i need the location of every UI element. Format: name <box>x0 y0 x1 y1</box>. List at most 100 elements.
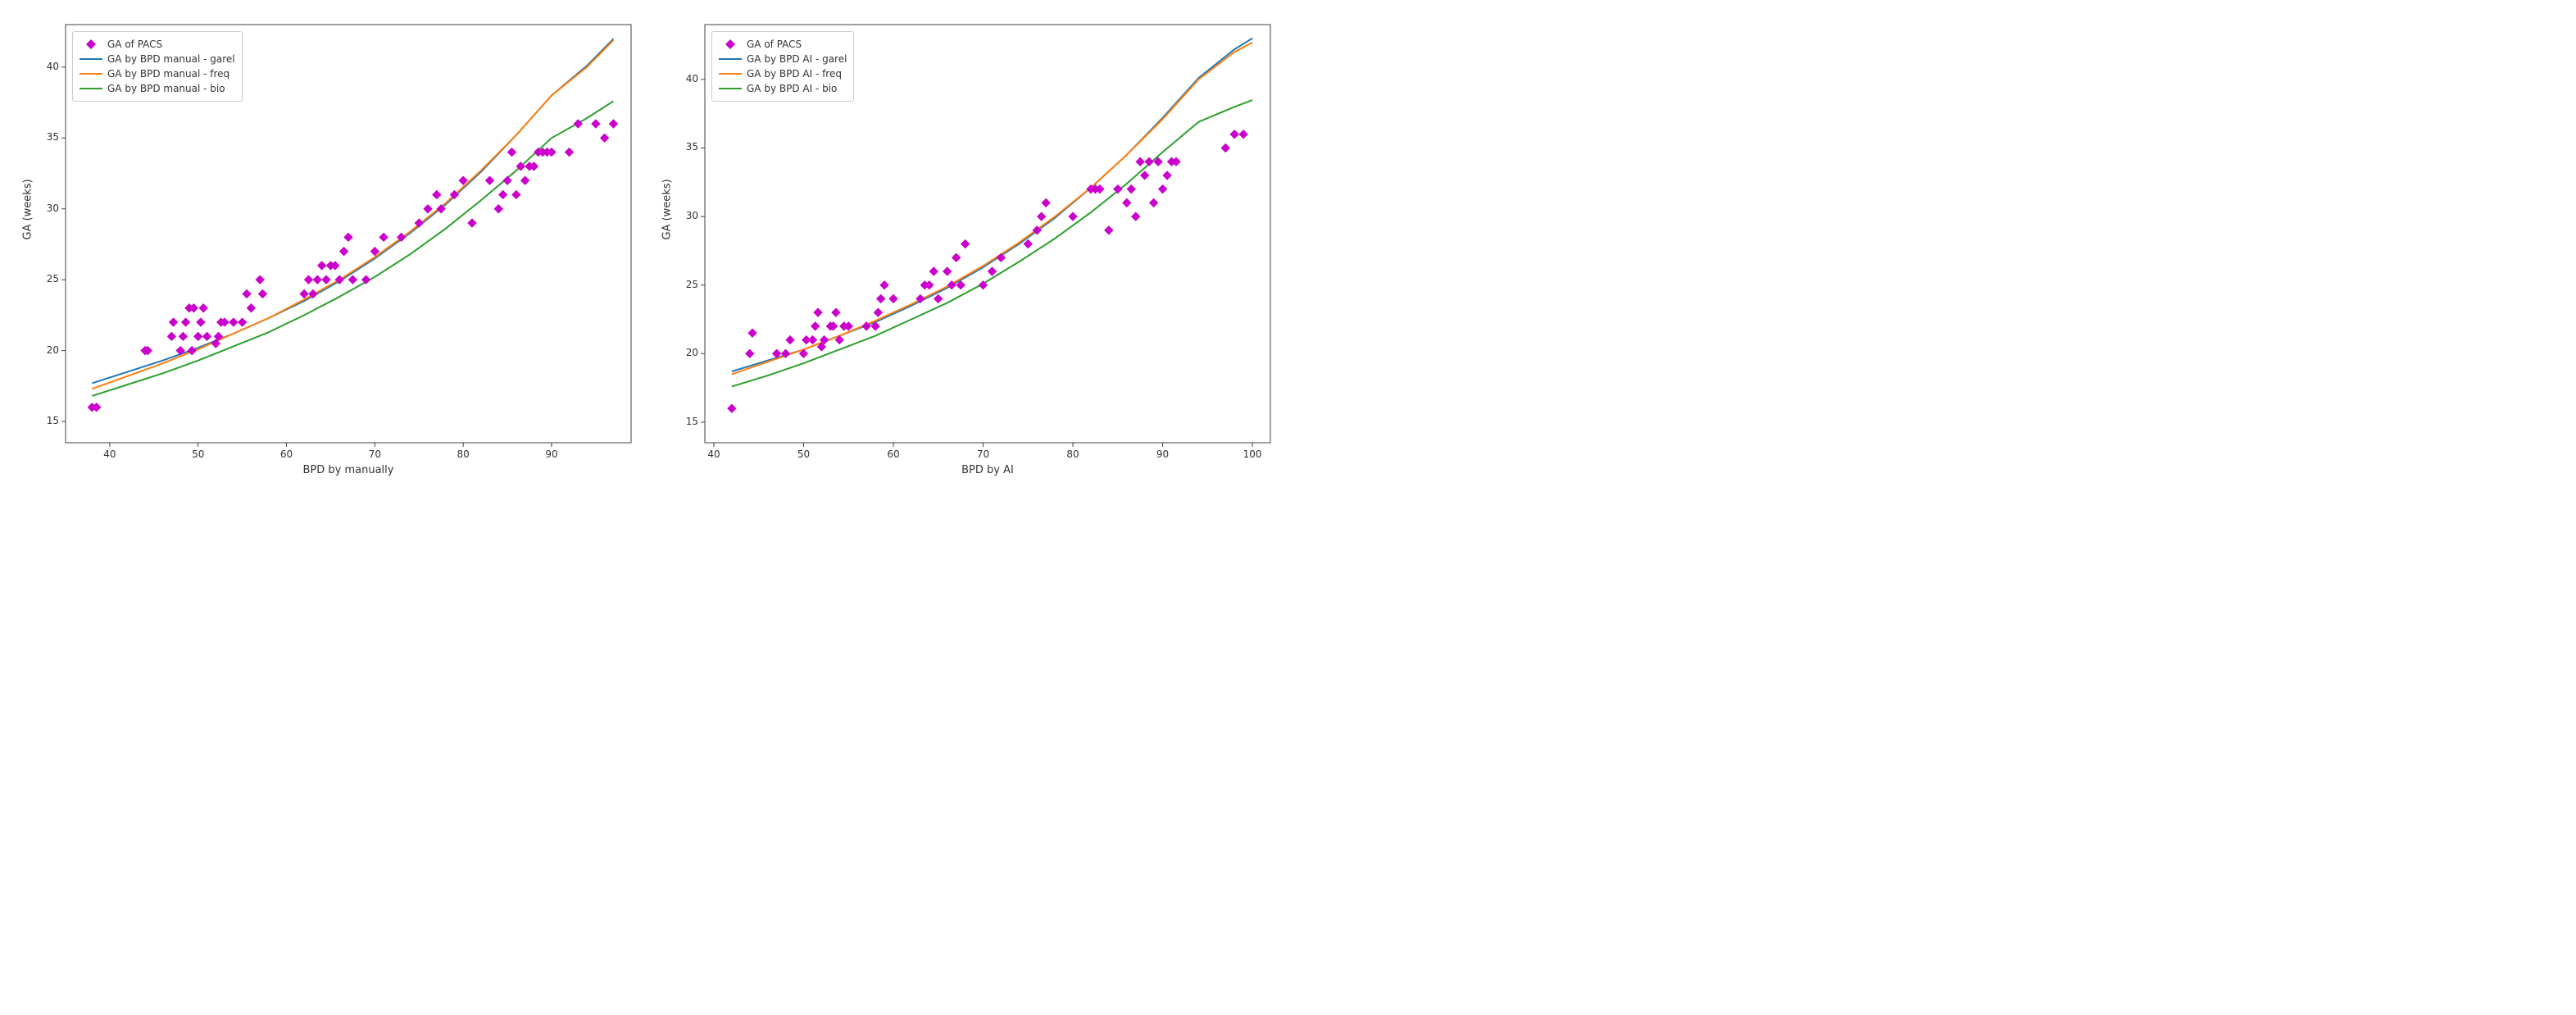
scatter-point <box>592 120 600 128</box>
x-tick-label: 70 <box>974 448 993 460</box>
scatter-point <box>1024 240 1032 248</box>
scatter-point <box>167 332 175 340</box>
y-tick-label: 35 <box>36 131 59 143</box>
scatter-point <box>1145 157 1153 166</box>
scatter-point <box>424 205 432 213</box>
scatter-point <box>379 233 388 241</box>
scatter-point <box>1114 185 1122 193</box>
scatter-point <box>486 176 494 184</box>
scatter-point <box>521 176 529 184</box>
scatter-point <box>203 332 211 340</box>
y-axis-label: GA (weeks) <box>22 224 34 240</box>
x-tick-label: 80 <box>453 448 473 460</box>
legend-item: GA of PACS <box>719 37 847 52</box>
scatter-point <box>258 289 266 298</box>
y-tick-label: 25 <box>36 273 59 284</box>
axes-right: 405060708090100152025303540BPD by AIGA (… <box>705 25 1270 443</box>
scatter-point <box>943 267 952 275</box>
scatter-point <box>494 205 502 213</box>
legend-item: GA by BPD AI - bio <box>719 81 847 96</box>
scatter-point <box>344 233 352 241</box>
scatter-point <box>874 308 882 316</box>
x-axis-label: BPD by manually <box>66 464 631 476</box>
curve-bio <box>92 101 613 396</box>
scatter-point <box>1132 212 1140 221</box>
scatter-point <box>1150 198 1158 207</box>
x-tick-label: 40 <box>100 448 120 460</box>
scatter-point <box>566 148 574 157</box>
scatter-point <box>1163 171 1171 180</box>
legend-label: GA by BPD AI - bio <box>747 83 837 94</box>
legend: GA of PACSGA by BPD manual - garelGA by … <box>72 31 243 102</box>
scatter-point <box>247 304 255 312</box>
scatter-point <box>832 308 840 316</box>
scatter-point <box>786 336 794 344</box>
scatter-point <box>748 329 756 337</box>
scatter-point <box>889 294 897 303</box>
y-tick-label: 40 <box>675 73 698 84</box>
axes-left: 405060708090152025303540BPD by manuallyG… <box>66 25 631 443</box>
scatter-point <box>197 318 205 326</box>
scatter-point <box>929 267 938 275</box>
figure: 405060708090152025303540BPD by manuallyG… <box>0 0 1288 508</box>
scatter-point <box>340 248 348 256</box>
scatter-point <box>811 322 820 330</box>
y-tick-label: 15 <box>675 416 698 427</box>
legend-label: GA by BPD manual - freq <box>107 68 229 80</box>
legend-item: GA by BPD manual - bio <box>80 81 235 96</box>
scatter-point <box>1069 212 1077 221</box>
scatter-point <box>182 318 190 326</box>
scatter-point <box>318 262 326 270</box>
y-axis-label: GA (weeks) <box>661 224 674 240</box>
scatter-point <box>601 134 609 142</box>
line-icon <box>80 53 102 65</box>
scatter-point <box>1038 212 1046 221</box>
scatter-point <box>808 336 816 344</box>
line-icon <box>80 83 102 94</box>
x-axis-label: BPD by AI <box>705 464 1270 476</box>
scatter-point <box>229 318 238 326</box>
legend-label: GA by BPD AI - freq <box>747 68 842 80</box>
x-tick-label: 40 <box>704 448 724 460</box>
y-tick-label: 35 <box>675 141 698 152</box>
x-tick-label: 60 <box>277 448 297 460</box>
scatter-point <box>952 253 961 262</box>
scatter-point <box>1159 185 1167 193</box>
line-icon <box>80 68 102 80</box>
diamond-icon <box>719 39 742 50</box>
scatter-point <box>1136 157 1144 166</box>
scatter-point <box>1230 130 1238 139</box>
scatter-point <box>499 190 507 198</box>
line-icon <box>719 83 742 94</box>
scatter-point <box>322 275 330 284</box>
scatter-point <box>1105 226 1113 234</box>
scatter-point <box>1239 130 1247 139</box>
scatter-point <box>348 275 357 284</box>
x-tick-label: 90 <box>1153 448 1173 460</box>
scatter-point <box>239 318 247 326</box>
y-tick-label: 15 <box>36 415 59 426</box>
scatter-point <box>503 176 511 184</box>
y-tick-label: 25 <box>675 279 698 290</box>
scatter-point <box>988 267 996 275</box>
y-tick-label: 20 <box>675 347 698 358</box>
scatter-point <box>507 148 516 157</box>
scatter-point <box>199 304 207 312</box>
y-tick-label: 30 <box>36 203 59 214</box>
legend-item: GA by BPD manual - freq <box>80 66 235 81</box>
line-icon <box>719 53 742 65</box>
x-tick-label: 80 <box>1063 448 1083 460</box>
legend-item: GA of PACS <box>80 37 235 52</box>
scatter-point <box>814 308 822 316</box>
scatter-point <box>256 275 264 284</box>
legend-label: GA of PACS <box>747 39 802 50</box>
curve-bio <box>732 100 1252 386</box>
diamond-icon <box>80 39 102 50</box>
scatter-point <box>880 281 888 289</box>
scatter-point <box>179 332 187 340</box>
scatter-point <box>1221 143 1229 152</box>
scatter-point <box>170 318 178 326</box>
scatter-point <box>728 404 736 412</box>
scatter-point <box>934 294 943 303</box>
scatter-point <box>961 240 970 248</box>
